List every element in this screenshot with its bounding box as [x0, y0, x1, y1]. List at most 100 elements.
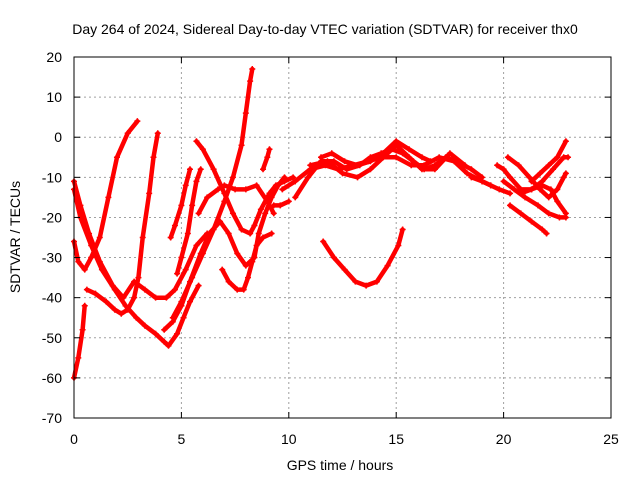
data-point [178, 254, 185, 261]
data-point [174, 330, 181, 337]
series-trace-18 [318, 138, 433, 168]
data-point [133, 314, 140, 321]
x-tick-label: 5 [178, 431, 186, 447]
series-trace-17 [308, 142, 468, 180]
data-point [328, 150, 335, 157]
data-point [113, 154, 120, 161]
data-point [266, 146, 273, 153]
data-point [260, 166, 267, 173]
data-point [266, 190, 273, 197]
data-point [238, 226, 245, 233]
data-point [186, 298, 193, 305]
data-point [217, 218, 224, 225]
data-point [562, 138, 569, 145]
data-point [500, 166, 507, 173]
data-point [111, 306, 118, 313]
data-point [264, 154, 271, 161]
data-point [504, 154, 511, 161]
data-point [318, 154, 325, 161]
data-point [88, 242, 95, 249]
data-point [341, 266, 348, 273]
data-point [225, 230, 232, 237]
data-point [393, 154, 400, 161]
data-point [277, 202, 284, 209]
data-point [418, 166, 425, 173]
data-point [384, 262, 391, 269]
y-tick-label: 20 [46, 49, 62, 65]
data-point [195, 282, 202, 289]
data-point [565, 154, 572, 161]
data-point [186, 278, 193, 285]
x-tick-label: 15 [388, 431, 404, 447]
data-point [330, 158, 337, 165]
data-point [234, 286, 241, 293]
data-point [554, 198, 561, 205]
data-point [427, 158, 434, 165]
data-point [161, 326, 168, 333]
data-point [279, 186, 286, 193]
data-point [537, 170, 544, 177]
series-trace-5 [84, 130, 161, 316]
grid-lines [74, 57, 611, 418]
x-tick-label: 20 [496, 431, 512, 447]
data-point [496, 186, 503, 193]
data-point [270, 210, 277, 217]
data-point [418, 154, 425, 161]
data-point [79, 326, 86, 333]
plot-frame [73, 56, 612, 419]
data-point [528, 178, 535, 185]
data-point [103, 298, 110, 305]
data-point [83, 286, 90, 293]
data-point [75, 258, 82, 265]
data-point [556, 214, 563, 221]
data-point [406, 146, 413, 153]
data-point [537, 186, 544, 193]
data-point [171, 222, 178, 229]
data-point [352, 278, 359, 285]
data-point [81, 302, 88, 309]
data-point [255, 230, 262, 237]
data-point [517, 190, 524, 197]
data-point [547, 186, 554, 193]
data-point [150, 154, 157, 161]
data-point [339, 170, 346, 177]
data-point [468, 174, 475, 181]
data-point [225, 278, 232, 285]
data-point [507, 202, 514, 209]
data-point [178, 302, 185, 309]
data-point [292, 194, 299, 201]
data-point [238, 142, 245, 149]
data-point [193, 178, 200, 185]
data-point [242, 262, 249, 269]
data-point [232, 186, 239, 193]
data-point [393, 138, 400, 145]
data-point [229, 210, 236, 217]
data-point [161, 338, 168, 345]
y-tick-label: 10 [46, 89, 62, 105]
data-point [186, 166, 193, 173]
y-tick-label: 0 [54, 129, 62, 145]
data-point [167, 234, 174, 241]
data-point [285, 198, 292, 205]
data-point [262, 210, 269, 217]
data-point [487, 182, 494, 189]
data-point [494, 162, 501, 169]
data-point [141, 286, 148, 293]
data-point [124, 306, 131, 313]
y-tick-label: -30 [42, 250, 62, 266]
data-point [96, 234, 103, 241]
x-axis-label: GPS time / hours [287, 457, 394, 473]
x-tick-label: 10 [281, 431, 297, 447]
data-point [118, 310, 125, 317]
data-point [554, 154, 561, 161]
data-point [249, 66, 256, 73]
series-trace-3 [71, 303, 87, 381]
data-point [251, 222, 258, 229]
y-tick-label: -60 [42, 370, 62, 386]
data-point [247, 78, 254, 85]
data-point [324, 158, 331, 165]
y-tick-label: -10 [42, 169, 62, 185]
data-point [182, 266, 189, 273]
data-point [436, 154, 443, 161]
